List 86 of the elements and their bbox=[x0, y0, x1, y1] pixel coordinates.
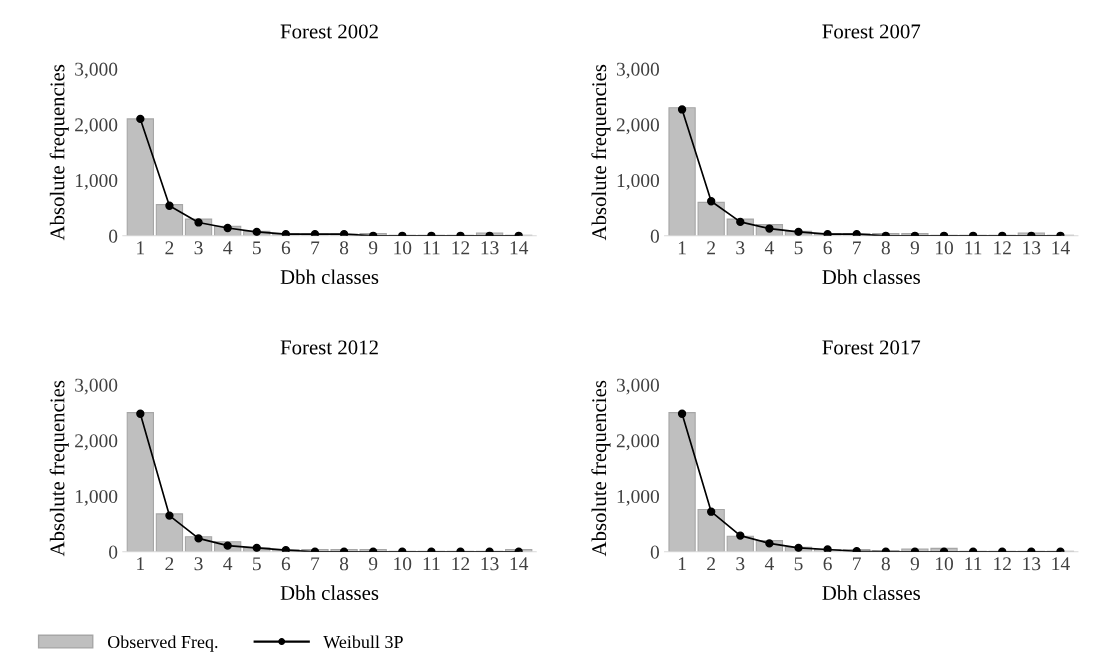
y-tick-label: 2,000 bbox=[75, 118, 118, 135]
y-tick-label: 2,000 bbox=[75, 434, 118, 451]
x-tick-label: 13 bbox=[481, 557, 499, 571]
x-tick-label: 11 bbox=[965, 241, 982, 255]
y-axis-title: Absolute frequencies bbox=[591, 380, 611, 557]
x-tick-label: 12 bbox=[452, 557, 470, 571]
y-axis-title: Absolute frequencies bbox=[49, 64, 69, 241]
x-tick-label: 4 bbox=[764, 557, 774, 571]
x-tick-label: 12 bbox=[994, 557, 1011, 571]
x-tick-label: 9 bbox=[368, 241, 378, 255]
x-tick-label: 6 bbox=[281, 557, 291, 571]
x-tick-label: 11 bbox=[423, 241, 440, 255]
chart-title: Forest 2017 bbox=[822, 340, 921, 355]
x-tick-label: 3 bbox=[194, 557, 203, 571]
x-tick-label: 6 bbox=[823, 241, 832, 255]
y-tick-label: 3,000 bbox=[75, 62, 118, 79]
x-tick-label: 13 bbox=[1023, 241, 1041, 255]
x-tick-label: 2 bbox=[707, 241, 715, 255]
x-axis-title: Dbh classes bbox=[280, 269, 379, 285]
y-tick-label: 2,000 bbox=[616, 434, 660, 451]
y-tick-label: 1,000 bbox=[617, 489, 660, 506]
x-tick-label: 5 bbox=[253, 241, 261, 255]
x-tick-label: 14 bbox=[1052, 557, 1070, 571]
y-tick-label: 0 bbox=[109, 229, 118, 243]
x-tick-label: 6 bbox=[281, 241, 291, 255]
y-tick-label: 3,000 bbox=[616, 378, 660, 395]
x-tick-label: 1 bbox=[137, 241, 145, 255]
x-tick-label: 9 bbox=[368, 557, 378, 571]
y-tick-label: 2,000 bbox=[616, 118, 660, 135]
x-tick-label: 12 bbox=[452, 241, 470, 255]
y-tick-label: 3,000 bbox=[616, 62, 660, 79]
y-tick-label: 1,000 bbox=[617, 173, 660, 190]
x-tick-label: 11 bbox=[965, 557, 982, 571]
x-axis-title: Dbh classes bbox=[280, 585, 379, 601]
x-tick-label: 2 bbox=[165, 557, 174, 571]
chart-title: Forest 2012 bbox=[280, 340, 378, 355]
y-tick-label: 0 bbox=[109, 545, 118, 559]
x-tick-label: 11 bbox=[423, 557, 440, 571]
x-axis-title: Dbh classes bbox=[822, 585, 920, 601]
x-tick-label: 2 bbox=[707, 557, 715, 571]
x-tick-label: 1 bbox=[678, 241, 686, 255]
x-tick-label: 1 bbox=[678, 557, 686, 571]
y-tick-label: 0 bbox=[650, 545, 660, 559]
x-tick-label: 7 bbox=[853, 557, 862, 571]
x-tick-label: 12 bbox=[994, 241, 1011, 255]
x-tick-label: 10 bbox=[394, 241, 412, 255]
x-tick-label: 3 bbox=[736, 241, 745, 255]
x-tick-label: 14 bbox=[1052, 241, 1070, 255]
x-tick-label: 10 bbox=[936, 557, 953, 571]
x-tick-label: 14 bbox=[510, 241, 529, 255]
x-tick-label: 3 bbox=[194, 241, 203, 255]
x-tick-label: 5 bbox=[794, 241, 803, 255]
x-tick-label: 14 bbox=[510, 557, 529, 571]
y-axis-title: Absolute frequencies bbox=[49, 380, 69, 557]
x-tick-label: 10 bbox=[936, 241, 953, 255]
x-tick-label: 5 bbox=[794, 557, 803, 571]
x-tick-label: 10 bbox=[394, 557, 412, 571]
x-tick-label: 2 bbox=[165, 241, 174, 255]
x-tick-label: 8 bbox=[339, 557, 349, 571]
x-tick-label: 9 bbox=[910, 557, 919, 571]
x-tick-label: 4 bbox=[223, 241, 233, 255]
x-tick-label: 1 bbox=[137, 557, 145, 571]
x-tick-label: 4 bbox=[764, 241, 774, 255]
y-tick-label: 0 bbox=[650, 229, 660, 243]
legend-label: Weibull 3P bbox=[323, 635, 403, 649]
x-tick-label: 6 bbox=[823, 557, 832, 571]
x-tick-label: 8 bbox=[339, 241, 349, 255]
x-tick-label: 5 bbox=[253, 557, 261, 571]
chart-title: Forest 2007 bbox=[822, 24, 921, 39]
y-tick-label: 1,000 bbox=[75, 489, 118, 506]
x-tick-label: 13 bbox=[1023, 557, 1041, 571]
x-tick-label: 8 bbox=[881, 241, 890, 255]
x-tick-label: 3 bbox=[736, 557, 745, 571]
y-tick-label: 3,000 bbox=[75, 378, 118, 395]
chart-title: Forest 2002 bbox=[280, 24, 378, 39]
x-tick-label: 13 bbox=[481, 241, 499, 255]
legend-label: Observed Freq. bbox=[107, 635, 218, 652]
y-tick-label: 1,000 bbox=[75, 173, 118, 190]
y-axis-title: Absolute frequencies bbox=[591, 64, 611, 241]
x-tick-label: 7 bbox=[853, 241, 862, 255]
x-tick-label: 7 bbox=[311, 557, 320, 571]
x-tick-label: 8 bbox=[881, 557, 890, 571]
x-tick-label: 9 bbox=[910, 241, 919, 255]
x-axis-title: Dbh classes bbox=[822, 269, 920, 285]
x-tick-label: 7 bbox=[311, 241, 320, 255]
x-tick-label: 4 bbox=[223, 557, 233, 571]
